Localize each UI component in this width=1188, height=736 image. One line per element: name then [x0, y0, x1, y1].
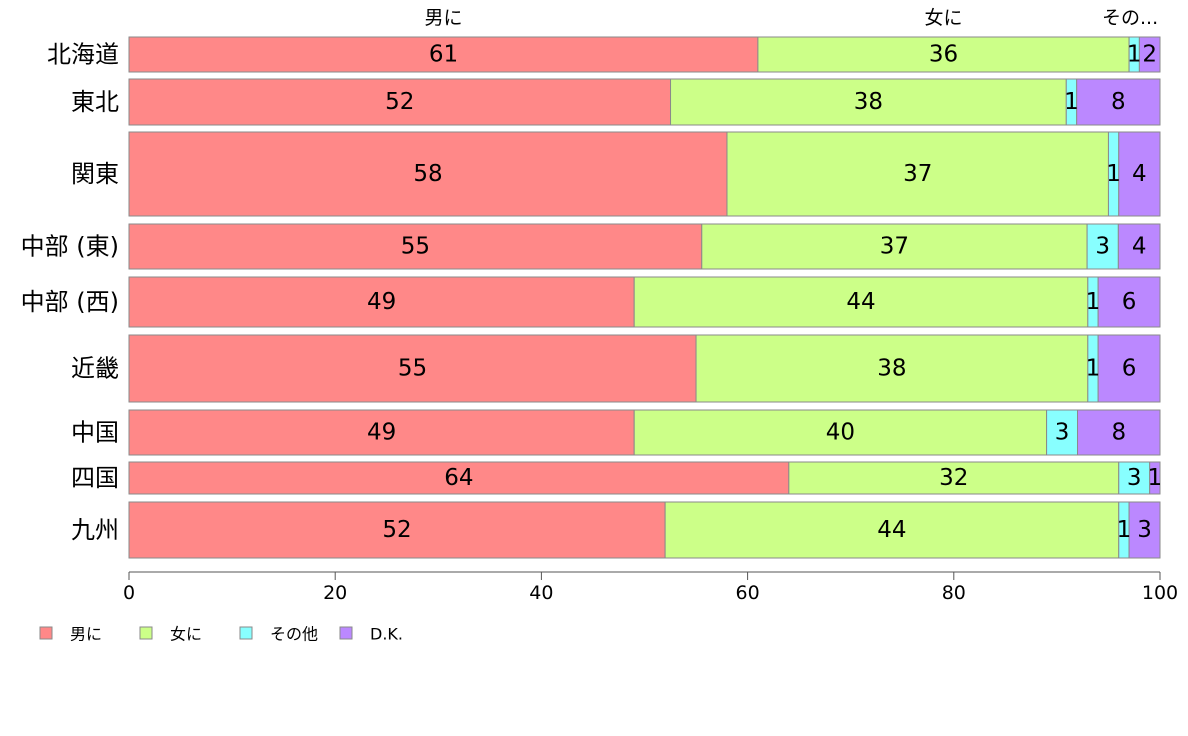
data-label: 44 — [846, 289, 875, 315]
bar-segment — [726, 131, 1109, 217]
data-label: 38 — [877, 356, 906, 382]
top-series-label: 男に — [424, 7, 462, 29]
category-label: 関東 — [71, 160, 119, 188]
data-label: 37 — [880, 234, 909, 260]
bar-segment — [1076, 78, 1161, 126]
category-label: 九州 — [71, 516, 119, 544]
data-label: 4 — [1132, 161, 1147, 187]
bar-segment — [128, 131, 728, 217]
data-label: 61 — [429, 42, 458, 68]
legend-label: 女に — [170, 625, 202, 644]
top-series-label: 女に — [924, 7, 962, 29]
x-tick-label: 60 — [736, 582, 760, 604]
bar-segment — [1097, 276, 1161, 328]
x-axis: 0 20 40 60 80 100 — [123, 571, 1178, 604]
legend-swatch — [39, 626, 53, 640]
category-label: 東北 — [71, 88, 119, 116]
data-label: 2 — [1142, 42, 1157, 68]
bar-segment — [128, 36, 759, 73]
data-label: 1 — [1064, 89, 1079, 115]
bar-segment — [128, 501, 666, 559]
data-label: 1 — [1117, 517, 1132, 543]
x-tick-label: 100 — [1142, 582, 1178, 604]
bar-segment — [670, 78, 1067, 126]
data-label: 52 — [385, 89, 414, 115]
data-label: 3 — [1127, 465, 1142, 491]
x-tick-label: 20 — [323, 582, 347, 604]
category-label: 近畿 — [71, 355, 119, 383]
data-label: 58 — [413, 161, 442, 187]
data-label: 55 — [401, 234, 430, 260]
data-label: 64 — [444, 465, 473, 491]
legend-swatch — [239, 626, 253, 640]
data-label: 1 — [1106, 161, 1121, 187]
data-label: 32 — [939, 465, 968, 491]
data-label: 1 — [1148, 465, 1163, 491]
data-label: 40 — [826, 420, 855, 446]
data-label: 1 — [1086, 289, 1101, 315]
data-label: 36 — [929, 42, 958, 68]
legend-swatch — [139, 626, 153, 640]
x-tick-label: 80 — [942, 582, 966, 604]
top-series-label: その... — [1102, 7, 1158, 29]
data-label: 38 — [854, 89, 883, 115]
data-label: 1 — [1086, 356, 1101, 382]
bars — [128, 36, 1161, 559]
data-label: 55 — [398, 356, 427, 382]
x-tick-label: 0 — [123, 582, 135, 604]
bar-segment — [633, 276, 1089, 328]
data-label: 44 — [877, 517, 906, 543]
legend: 男に 女に その他 D.K. — [39, 625, 403, 644]
data-label: 8 — [1111, 89, 1126, 115]
bar-segment — [1149, 461, 1161, 495]
bar-segment — [128, 78, 672, 126]
category-label: 中部 (東) — [21, 233, 119, 261]
category-label: 中部 (西) — [21, 288, 119, 316]
x-tick-label: 40 — [529, 582, 553, 604]
data-label: 37 — [903, 161, 932, 187]
category-label: 四国 — [71, 464, 119, 492]
data-label: 3 — [1137, 517, 1152, 543]
bar-segment — [128, 334, 697, 403]
top-series-labels: 男に 女に その... — [424, 7, 1158, 29]
data-label: 49 — [367, 420, 396, 446]
bar-segment — [1118, 131, 1161, 217]
legend-swatch — [339, 626, 353, 640]
data-label: 8 — [1111, 420, 1126, 446]
bar-segment — [1097, 334, 1161, 403]
data-label: 1 — [1127, 42, 1142, 68]
bar-segment — [695, 334, 1089, 403]
bar-segment — [1118, 461, 1151, 495]
data-label: 3 — [1095, 234, 1110, 260]
legend-label: D.K. — [370, 625, 403, 644]
category-label: 北海道 — [47, 41, 119, 69]
bar-segment — [1128, 501, 1161, 559]
data-label: 6 — [1122, 289, 1137, 315]
category-label: 中国 — [71, 419, 119, 447]
data-label: 6 — [1122, 356, 1137, 382]
bar-segment — [1117, 223, 1161, 270]
bar-segment — [1086, 223, 1119, 270]
bar-segment — [128, 461, 790, 495]
bar-segment — [757, 36, 1130, 73]
bar-segment — [128, 223, 703, 270]
legend-label: 男に — [70, 625, 102, 644]
data-label: 3 — [1055, 420, 1070, 446]
value-labels: 61 36 1 252 38 1 858 37 1 455 37 3 449 44 1 655 38 1 649 40… — [367, 42, 1162, 544]
data-label: 52 — [382, 517, 411, 543]
bar-segment — [128, 409, 635, 456]
bar-segment — [788, 461, 1120, 495]
bar-segment — [128, 276, 635, 328]
bar-segment — [1077, 409, 1161, 456]
data-label: 4 — [1132, 234, 1147, 260]
bar-segment — [1138, 36, 1161, 73]
legend-label: その他 — [270, 625, 318, 644]
bar-segment — [633, 409, 1048, 456]
data-label: 49 — [367, 289, 396, 315]
bar-segment — [1046, 409, 1079, 456]
